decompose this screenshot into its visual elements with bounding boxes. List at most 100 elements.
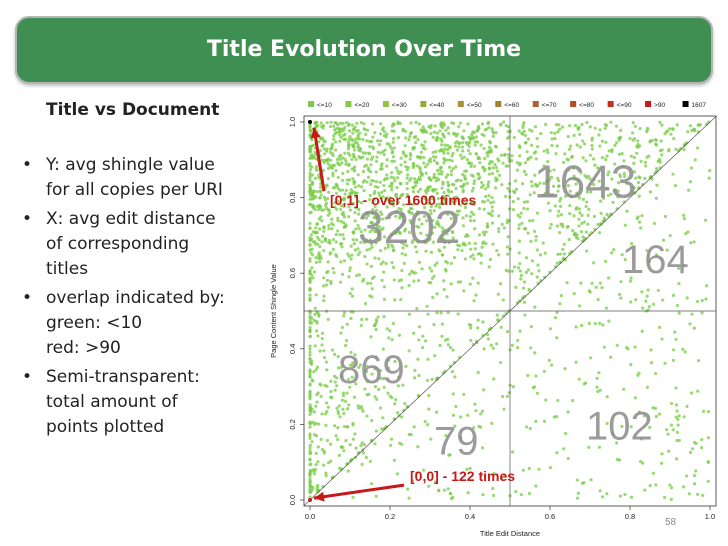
scatter-point bbox=[363, 151, 368, 155]
scatter-point bbox=[487, 211, 491, 215]
scatter-point bbox=[346, 147, 351, 151]
scatter-point bbox=[360, 407, 364, 411]
scatter-point bbox=[342, 311, 347, 315]
scatter-point bbox=[365, 128, 370, 132]
scatter-point bbox=[329, 395, 333, 399]
scatter-point bbox=[388, 144, 392, 148]
scatter-point bbox=[422, 161, 426, 165]
scatter-point bbox=[542, 149, 546, 153]
scatter-point bbox=[446, 310, 450, 315]
scatter-point bbox=[546, 201, 551, 205]
scatter-point bbox=[407, 138, 411, 142]
scatter-point bbox=[478, 161, 482, 165]
scatter-point bbox=[664, 130, 669, 134]
scatter-point bbox=[308, 432, 312, 436]
scatter-point bbox=[449, 198, 453, 203]
scatter-point bbox=[629, 154, 633, 158]
scatter-point bbox=[336, 355, 340, 359]
scatter-point bbox=[389, 200, 393, 204]
scatter-point bbox=[595, 385, 599, 389]
scatter-point bbox=[618, 494, 623, 498]
scatter-point bbox=[325, 147, 329, 151]
scatter-point bbox=[476, 281, 480, 285]
scatter-point bbox=[384, 216, 388, 220]
scatter-point bbox=[313, 176, 318, 180]
scatter-point bbox=[584, 159, 588, 163]
legend-label: <=70 bbox=[542, 102, 557, 109]
scatter-point bbox=[612, 248, 616, 252]
scatter-point bbox=[325, 121, 329, 125]
scatter-point bbox=[636, 142, 640, 147]
scatter-point bbox=[521, 132, 525, 136]
scatter-point bbox=[378, 180, 382, 184]
scatter-point bbox=[396, 200, 400, 204]
scatter-point bbox=[671, 358, 676, 362]
quadrant-count-label: 164 bbox=[622, 238, 689, 282]
scatter-point bbox=[427, 125, 431, 129]
scatter-point bbox=[398, 214, 402, 218]
scatter-point bbox=[308, 296, 312, 300]
scatter-point bbox=[426, 357, 430, 361]
scatter-point bbox=[369, 335, 373, 339]
scatter-point bbox=[494, 165, 498, 170]
scatter-point bbox=[335, 157, 340, 161]
scatter-point bbox=[420, 267, 424, 271]
scatter-point bbox=[324, 283, 329, 287]
scatter-point bbox=[319, 193, 323, 197]
scatter-point bbox=[308, 325, 312, 330]
scatter-point bbox=[393, 402, 397, 406]
scatter-point bbox=[660, 298, 665, 302]
scatter-point bbox=[669, 486, 674, 490]
scatter-point bbox=[368, 230, 372, 234]
scatter-point bbox=[700, 438, 704, 442]
scatter-point bbox=[400, 415, 404, 419]
scatter-point bbox=[350, 375, 354, 379]
scatter-point bbox=[423, 205, 427, 210]
scatter-point bbox=[329, 158, 333, 162]
legend-swatch bbox=[532, 101, 539, 107]
scatter-point bbox=[369, 242, 374, 246]
scatter-point bbox=[594, 285, 598, 289]
scatter-point bbox=[598, 199, 603, 203]
x-tick-label: 0.2 bbox=[385, 512, 395, 521]
scatter-point bbox=[329, 146, 333, 150]
scatter-point bbox=[308, 211, 312, 215]
scatter-point bbox=[357, 406, 361, 410]
scatter-point bbox=[688, 124, 692, 128]
scatter-point bbox=[700, 299, 704, 303]
scatter-point bbox=[417, 325, 422, 329]
scatter-point bbox=[320, 240, 324, 244]
scatter-point bbox=[314, 255, 318, 260]
scatter-point bbox=[535, 248, 539, 252]
scatter-point bbox=[321, 208, 326, 212]
scatter-point bbox=[394, 166, 398, 170]
scatter-point bbox=[494, 176, 498, 180]
scatter-point bbox=[674, 337, 678, 341]
scatter-point bbox=[333, 380, 337, 384]
scatter-point bbox=[440, 334, 444, 338]
scatter-point bbox=[496, 157, 500, 161]
scatter-point bbox=[597, 231, 602, 235]
scatter-point bbox=[322, 463, 326, 467]
scatter-point bbox=[472, 299, 476, 303]
scatter-point bbox=[561, 247, 565, 252]
scatter-point bbox=[435, 191, 439, 196]
scatter-point bbox=[525, 150, 529, 154]
scatter-point bbox=[329, 459, 333, 463]
scatter-point bbox=[406, 173, 410, 177]
scatter-point bbox=[373, 385, 377, 389]
scatter-point bbox=[651, 302, 656, 306]
scatter-point bbox=[467, 241, 471, 245]
scatter-point bbox=[549, 222, 553, 227]
scatter-point bbox=[322, 161, 326, 165]
scatter-point bbox=[313, 306, 317, 310]
scatter-point bbox=[456, 280, 460, 284]
scatter-point bbox=[339, 219, 343, 223]
scatter-point bbox=[331, 153, 335, 158]
scatter-point bbox=[312, 370, 316, 374]
scatter-point bbox=[318, 260, 322, 264]
scatter-point bbox=[308, 468, 312, 472]
scatter-point bbox=[417, 373, 421, 378]
scatter-point bbox=[350, 123, 354, 127]
scatter-point bbox=[313, 150, 317, 154]
